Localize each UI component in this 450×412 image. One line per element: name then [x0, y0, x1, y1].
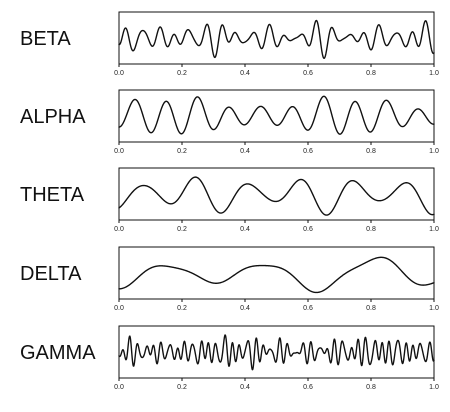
waveform-line	[118, 256, 435, 294]
x-tick-label: 1.0	[429, 226, 439, 233]
x-tick-label: 0.4	[240, 226, 250, 233]
band-label: THETA	[20, 184, 85, 206]
x-tick-label: 0.6	[303, 305, 313, 312]
plot-frame	[118, 246, 435, 300]
x-tick-label: 0.2	[177, 70, 187, 77]
x-tick-label: 0.6	[303, 70, 313, 77]
panel-beta: BETA 0.0 0.2 0.4 0.6 0.8 1.0	[20, 11, 439, 77]
x-tick-label: 1.0	[429, 305, 439, 312]
x-tick-label: 1.0	[429, 148, 439, 155]
x-tick-label: 0.0	[114, 226, 124, 233]
band-label: ALPHA	[20, 106, 86, 128]
band-label: GAMMA	[20, 342, 96, 364]
band-label: BETA	[20, 28, 71, 50]
x-tick-label: 0.4	[240, 384, 250, 391]
x-tick-label: 0.4	[240, 70, 250, 77]
x-tick-label: 1.0	[429, 70, 439, 77]
x-tick-label: 0.2	[177, 305, 187, 312]
panel-gamma: GAMMA 0.0 0.2 0.4 0.6 0.8 1.0	[20, 325, 439, 391]
x-tick-label: 0.4	[240, 305, 250, 312]
x-tick-label: 1.0	[429, 384, 439, 391]
plot-frame	[118, 89, 435, 143]
plot-frame	[118, 11, 435, 65]
x-tick-label: 0.6	[303, 384, 313, 391]
x-tick-label: 0.0	[114, 384, 124, 391]
band-label: DELTA	[20, 263, 82, 285]
x-tick-label: 0.8	[366, 305, 376, 312]
plot-frame	[118, 167, 435, 221]
x-tick-label: 0.6	[303, 148, 313, 155]
waveform-line	[118, 334, 435, 371]
plot-frame	[118, 325, 435, 379]
x-tick-label: 0.0	[114, 70, 124, 77]
x-tick-label: 0.8	[366, 226, 376, 233]
waveform-line	[118, 19, 435, 60]
x-tick-label: 0.2	[177, 148, 187, 155]
x-tick-label: 0.2	[177, 226, 187, 233]
x-tick-label: 0.4	[240, 148, 250, 155]
panel-theta: THETA 0.0 0.2 0.4 0.6 0.8 1.0	[20, 167, 439, 233]
waveform-line	[118, 95, 435, 135]
panel-alpha: ALPHA 0.0 0.2 0.4 0.6 0.8 1.0	[20, 89, 439, 155]
x-tick-label: 0.2	[177, 384, 187, 391]
x-tick-label: 0.6	[303, 226, 313, 233]
x-tick-label: 0.8	[366, 148, 376, 155]
x-tick-label: 0.0	[114, 305, 124, 312]
x-tick-label: 0.8	[366, 70, 376, 77]
panel-delta: DELTA 0.0 0.2 0.4 0.6 0.8 1.0	[20, 246, 439, 312]
x-tick-label: 0.8	[366, 384, 376, 391]
x-tick-label: 0.0	[114, 148, 124, 155]
waveform-line	[118, 176, 435, 216]
